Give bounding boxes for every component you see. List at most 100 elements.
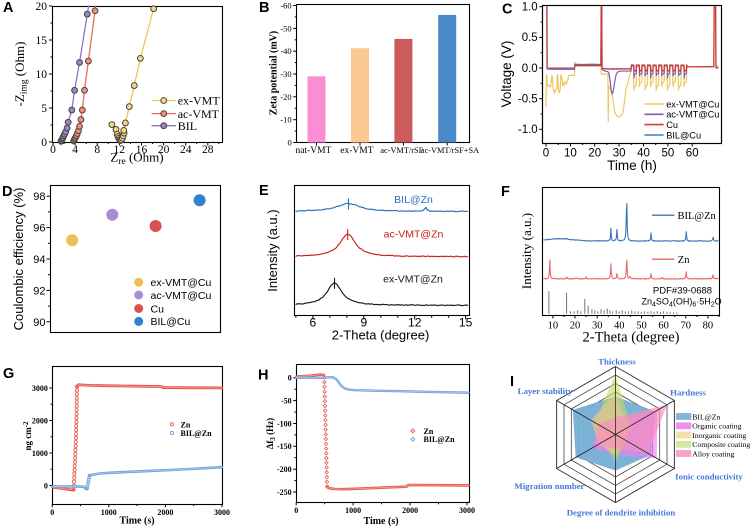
svg-text:BIL: BIL <box>178 119 197 133</box>
svg-text:H: H <box>258 368 268 384</box>
svg-text:4: 4 <box>72 144 78 156</box>
svg-text:-200: -200 <box>277 465 292 474</box>
svg-text:BIL@Zn: BIL@Zn <box>678 211 717 222</box>
svg-text:-10: -10 <box>280 115 291 125</box>
svg-text:Cu: Cu <box>666 120 678 130</box>
svg-text:Time (s): Time (s) <box>363 516 398 527</box>
svg-text:0: 0 <box>294 506 298 515</box>
svg-text:94: 94 <box>33 254 45 266</box>
svg-text:BIL@Cu: BIL@Cu <box>666 130 701 140</box>
svg-text:24: 24 <box>180 144 192 156</box>
svg-text:12: 12 <box>408 316 422 330</box>
svg-text:ex-VMT: ex-VMT <box>178 94 221 108</box>
svg-text:Δf3 (Hz): Δf3 (Hz) <box>265 418 277 449</box>
svg-text:F: F <box>501 184 510 200</box>
svg-text:30: 30 <box>613 148 626 160</box>
svg-text:ac-VMT: ac-VMT <box>178 107 220 121</box>
svg-text:0: 0 <box>50 144 56 156</box>
svg-text:ex-VMT@Zn: ex-VMT@Zn <box>383 274 443 286</box>
svg-text:1000: 1000 <box>101 508 117 517</box>
svg-text:BIL@Zn: BIL@Zn <box>181 429 213 438</box>
svg-text:0: 0 <box>50 508 54 517</box>
svg-text:-100: -100 <box>277 419 292 428</box>
svg-text:20: 20 <box>588 148 601 160</box>
svg-text:28: 28 <box>202 144 214 156</box>
svg-text:-50: -50 <box>281 396 292 405</box>
svg-text:ex-VMT@Cu: ex-VMT@Cu <box>666 99 719 109</box>
svg-text:0.5: 0.5 <box>522 32 538 44</box>
svg-text:-40: -40 <box>280 46 291 56</box>
svg-text:50: 50 <box>636 321 647 332</box>
svg-text:nat-VMT: nat-VMT <box>295 146 331 156</box>
svg-text:ex-VMT@Cu: ex-VMT@Cu <box>151 277 212 289</box>
svg-text:0: 0 <box>288 374 292 383</box>
svg-text:ex-VMT: ex-VMT <box>340 146 373 156</box>
svg-text:1.0: 1.0 <box>522 2 538 14</box>
svg-text:0.0: 0.0 <box>522 63 538 75</box>
svg-text:G: G <box>3 366 14 382</box>
svg-text:Ionic conductivity: Ionic conductivity <box>675 471 743 481</box>
svg-text:I: I <box>510 374 514 390</box>
svg-text:Zn: Zn <box>678 255 690 266</box>
svg-text:-30: -30 <box>280 69 291 79</box>
svg-text:2-Theta (degree): 2-Theta (degree) <box>582 330 679 346</box>
svg-text:12: 12 <box>114 144 126 156</box>
svg-text:20: 20 <box>158 144 170 156</box>
svg-text:D: D <box>2 184 12 200</box>
svg-text:Inorganic coating: Inorganic coating <box>692 431 746 440</box>
svg-text:E: E <box>259 183 269 199</box>
svg-text:80: 80 <box>703 321 714 332</box>
svg-text:96: 96 <box>33 223 45 235</box>
svg-text:8: 8 <box>94 144 100 156</box>
svg-text:ac-VMT/rSF+SA: ac-VMT/rSF+SA <box>421 146 479 155</box>
svg-text:60: 60 <box>686 148 699 160</box>
svg-text:0: 0 <box>543 148 549 160</box>
svg-text:Zn: Zn <box>424 427 434 436</box>
svg-text:1000: 1000 <box>345 506 361 515</box>
svg-text:Organic coating: Organic coating <box>692 422 741 431</box>
svg-text:98: 98 <box>33 191 45 203</box>
svg-text:Time (s): Time (s) <box>119 516 154 527</box>
svg-text:3000: 3000 <box>459 506 475 515</box>
svg-text:0: 0 <box>41 137 47 149</box>
svg-text:-60: -60 <box>280 1 291 11</box>
svg-text:PDF#39-0688: PDF#39-0688 <box>653 286 712 297</box>
svg-text:Hardness: Hardness <box>670 387 706 397</box>
svg-text:40: 40 <box>637 148 650 160</box>
svg-text:Intensity (a.u.): Intensity (a.u.) <box>265 209 280 291</box>
svg-text:15: 15 <box>36 35 48 47</box>
svg-text:0: 0 <box>287 138 291 148</box>
svg-text:92: 92 <box>33 285 45 297</box>
svg-text:20: 20 <box>36 1 48 13</box>
svg-text:Voltage (V): Voltage (V) <box>499 41 514 108</box>
svg-text:BIL@Zn: BIL@Zn <box>424 435 456 444</box>
svg-text:6: 6 <box>310 316 317 330</box>
svg-text:60: 60 <box>658 321 669 332</box>
svg-text:10: 10 <box>548 321 559 332</box>
svg-text:Alloy coating: Alloy coating <box>692 449 734 458</box>
svg-text:-150: -150 <box>277 442 292 451</box>
svg-text:C: C <box>502 2 513 18</box>
svg-text:Degree of dendrite inhibition: Degree of dendrite inhibition <box>567 507 676 517</box>
svg-text:ng cm-2: ng cm-2 <box>22 421 33 451</box>
svg-text:BIL@Cu: BIL@Cu <box>151 316 191 328</box>
svg-text:Intensity (a.u.): Intensity (a.u.) <box>519 213 534 289</box>
svg-text:15: 15 <box>459 316 473 330</box>
svg-text:ac-VMT/rSF: ac-VMT/rSF <box>380 146 423 155</box>
svg-text:BIL@Zn: BIL@Zn <box>394 194 433 206</box>
svg-text:5: 5 <box>41 103 47 115</box>
svg-text:3000: 3000 <box>214 508 230 517</box>
svg-text:30: 30 <box>592 321 603 332</box>
svg-text:Layer stability: Layer stability <box>518 386 573 396</box>
svg-text:Zeta potential (mV): Zeta potential (mV) <box>269 31 280 115</box>
svg-text:-20: -20 <box>280 92 291 102</box>
svg-text:1000: 1000 <box>32 449 48 458</box>
svg-text:50: 50 <box>662 148 675 160</box>
svg-text:B: B <box>259 0 269 16</box>
svg-text:-1.0: -1.0 <box>518 124 538 136</box>
svg-text:BIL@Zn: BIL@Zn <box>692 412 720 421</box>
svg-text:Thickness: Thickness <box>598 357 636 367</box>
svg-text:10: 10 <box>36 69 48 81</box>
svg-text:20: 20 <box>570 321 581 332</box>
svg-text:0: 0 <box>44 481 48 490</box>
